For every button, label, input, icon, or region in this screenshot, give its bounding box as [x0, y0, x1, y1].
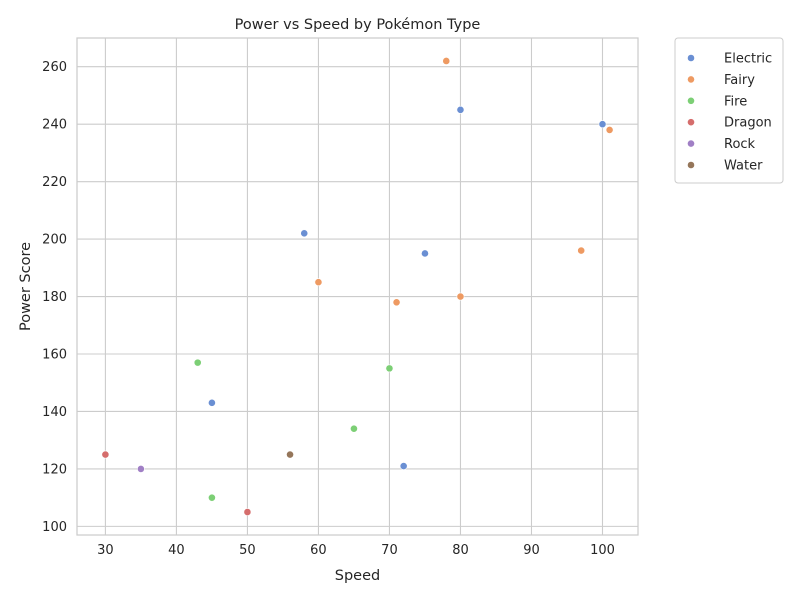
data-point [456, 292, 465, 301]
legend-item-rock: Rock [687, 137, 756, 152]
y-tick-label: 260 [42, 60, 67, 75]
y-tick-label: 240 [42, 118, 67, 133]
series-water [286, 450, 294, 459]
legend-label: Fairy [724, 73, 755, 88]
legend-item-fairy: Fairy [687, 73, 755, 88]
x-tick-label: 40 [168, 543, 185, 558]
data-point [208, 398, 216, 407]
x-tick-label: 50 [239, 543, 256, 558]
y-tick-label: 120 [42, 462, 67, 477]
legend-marker [687, 54, 695, 62]
data-points [101, 57, 614, 516]
x-tick-label: 90 [523, 543, 540, 558]
legend-item-fire: Fire [687, 94, 747, 109]
series-dragon [101, 450, 252, 516]
y-tick-label: 140 [42, 405, 67, 420]
legend-marker [687, 139, 695, 148]
data-point [577, 246, 586, 255]
data-point [456, 105, 465, 114]
chart-title: Power vs Speed by Pokémon Type [235, 17, 481, 33]
x-tick-label: 60 [310, 543, 327, 558]
legend-item-dragon: Dragon [687, 116, 772, 131]
data-point [243, 508, 252, 516]
data-point [101, 450, 110, 459]
legend-label: Rock [724, 137, 756, 152]
y-axis-title: Power Score [18, 242, 34, 331]
data-point [598, 120, 607, 129]
data-point [350, 424, 358, 433]
legend-label: Dragon [724, 116, 772, 131]
y-tick-label: 200 [42, 233, 67, 248]
legend-item-electric: Electric [687, 52, 772, 67]
x-tick-label: 100 [590, 543, 615, 558]
series-electric [208, 105, 607, 470]
data-point [193, 358, 202, 367]
data-point [208, 493, 216, 502]
legend-label: Fire [724, 94, 747, 109]
legend-frame [674, 37, 784, 184]
y-tick-label: 160 [42, 348, 67, 363]
y-tick-label: 100 [42, 520, 67, 535]
legend-label: Electric [724, 52, 772, 67]
legend-marker [687, 161, 695, 169]
series-fire [193, 358, 394, 502]
data-point [385, 364, 394, 373]
y-tick-label: 180 [42, 290, 67, 305]
series-fairy [314, 57, 614, 307]
series-rock [137, 465, 145, 473]
data-point [605, 126, 614, 134]
gridlines [77, 38, 638, 535]
data-point [137, 465, 145, 473]
legend-item-water: Water [687, 159, 763, 174]
y-axis-ticks: 100 120 140 160 180 200 220 240 260 [42, 60, 67, 535]
data-point [421, 249, 429, 258]
legend-marker [687, 75, 695, 84]
data-point [286, 450, 294, 459]
legend-marker [687, 96, 695, 105]
data-point [300, 229, 309, 238]
data-point [442, 57, 451, 65]
data-point [314, 278, 323, 287]
legend-marker [687, 118, 695, 127]
plot-frame [76, 37, 639, 536]
y-tick-label: 220 [42, 175, 67, 190]
legend-label: Water [724, 159, 763, 174]
x-axis-title: Speed [335, 568, 380, 584]
x-tick-label: 80 [452, 543, 469, 558]
x-tick-label: 70 [381, 543, 398, 558]
x-axis-ticks: 30 40 50 60 70 80 90 100 [97, 543, 615, 558]
legend: Electric Fairy Fire Dragon Rock Water [674, 37, 784, 184]
x-tick-label: 30 [97, 543, 114, 558]
data-point [399, 462, 408, 470]
data-point [392, 298, 401, 307]
